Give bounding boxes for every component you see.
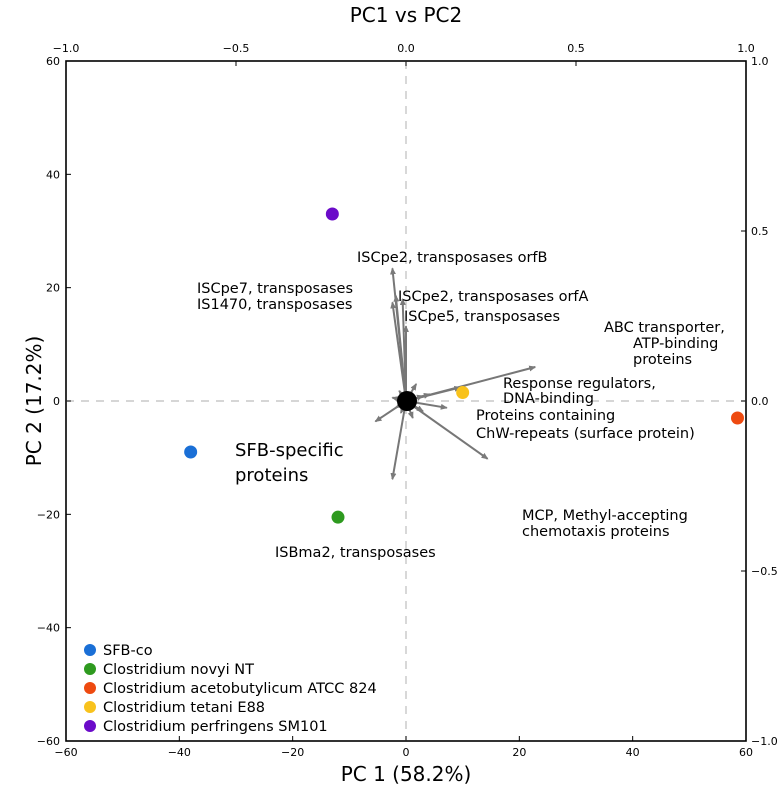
loading-label-iscpe2-orfa: ISCpe2, transposases orfA [398,289,589,305]
loading-label-isbma2: ISBma2, transposases [275,545,436,561]
loading-labels: ISCpe2, transposases orfB ISCpe7, transp… [197,250,725,561]
loading-arrow-9 [390,400,407,481]
y-tick-label-1: −40 [37,622,60,635]
top-tick-label-3: 0.5 [567,42,585,55]
right-tick-label-4: 1.0 [751,55,769,68]
y-tick-label-2: −20 [37,508,60,521]
y-tick-label-6: 60 [46,55,60,68]
legend-marker-clostridium-perfringens [84,720,96,732]
legend-marker-sfb-co [84,644,96,656]
y-axis-label: PC 2 (17.2%) [22,336,46,467]
x-tick-label-4: 20 [512,746,526,759]
data-point-series-0 [184,445,198,459]
annotation-sfb-specific: SFB-specific [235,440,344,461]
right-tick-label-3: 0.5 [751,225,769,238]
legend-label-sfb-co: SFB-co [103,643,153,659]
x-tick-label-3: 0 [403,746,410,759]
data-point-series-4 [325,207,339,221]
loading-label-chw-line2: ChW-repeats (surface protein) [476,426,695,442]
loading-origin-cluster [397,391,417,411]
legend-label-clostridium-novyi: Clostridium novyi NT [103,662,254,678]
loading-label-mcp-line1: MCP, Methyl-accepting [522,508,688,524]
top-tick-label-2: 0.0 [397,42,415,55]
y-tick-label-5: 40 [46,168,60,181]
loading-label-iscpe2-orfb: ISCpe2, transposases orfB [357,250,548,266]
legend-label-clostridium-tetani: Clostridium tetani E88 [103,700,265,716]
x-axis-label: PC 1 (58.2%) [341,762,472,786]
loading-label-is1470: IS1470, transposases [197,297,352,313]
top-tick-label-4: 1.0 [737,42,755,55]
loading-label-chw-line1: Proteins containing [476,408,615,424]
right-tick-label-1: −0.5 [751,565,778,578]
loading-label-response-line1: Response regulators, [503,376,656,392]
legend-marker-clostridium-acetobutylicum [84,682,96,694]
y-tick-label-4: 20 [46,282,60,295]
loading-label-iscpe7: ISCpe7, transposases [197,281,353,297]
top-tick-label-1: −0.5 [223,42,250,55]
legend-label-clostridium-perfringens: Clostridium perfringens SM101 [103,719,328,735]
top-tick-label-0: −1.0 [53,42,80,55]
data-point-series-1 [331,510,345,524]
x-tick-label-6: 60 [739,746,753,759]
legend-label-clostridium-acetobutylicum: Clostridium acetobutylicum ATCC 824 [103,681,377,697]
legend-marker-clostridium-tetani [84,701,96,713]
y-tick-label-3: 0 [53,395,60,408]
right-tick-label-0: −1.0 [751,735,778,748]
y-tick-label-0: −60 [37,735,60,748]
right-tick-label-2: 0.0 [751,395,769,408]
legend-marker-clostridium-novyi [84,663,96,675]
x-tick-label-0: −60 [54,746,77,759]
loading-label-abc-line1: ABC transporter, [604,320,725,336]
x-tick-label-1: −40 [168,746,191,759]
loading-label-abc-line2: ATP-binding [633,336,718,352]
loading-label-mcp-line2: chemotaxis proteins [522,524,670,540]
annotation-proteins: proteins [235,465,308,486]
legend: SFB-co Clostridium novyi NT Clostridium … [84,643,377,735]
loading-label-abc-line3: proteins [633,352,692,368]
loading-arrows [374,267,537,481]
data-point-series-2 [731,411,744,425]
data-point-series-3 [456,386,470,399]
x-tick-label-2: −20 [281,746,304,759]
x-tick-label-5: 40 [626,746,640,759]
chart-title: PC1 vs PC2 [350,3,462,27]
data-points [184,207,744,524]
loading-arrow-2 [390,301,407,402]
loading-label-response-line2: DNA-binding [503,391,594,407]
loading-label-iscpe5: ISCpe5, transposases [404,309,560,325]
